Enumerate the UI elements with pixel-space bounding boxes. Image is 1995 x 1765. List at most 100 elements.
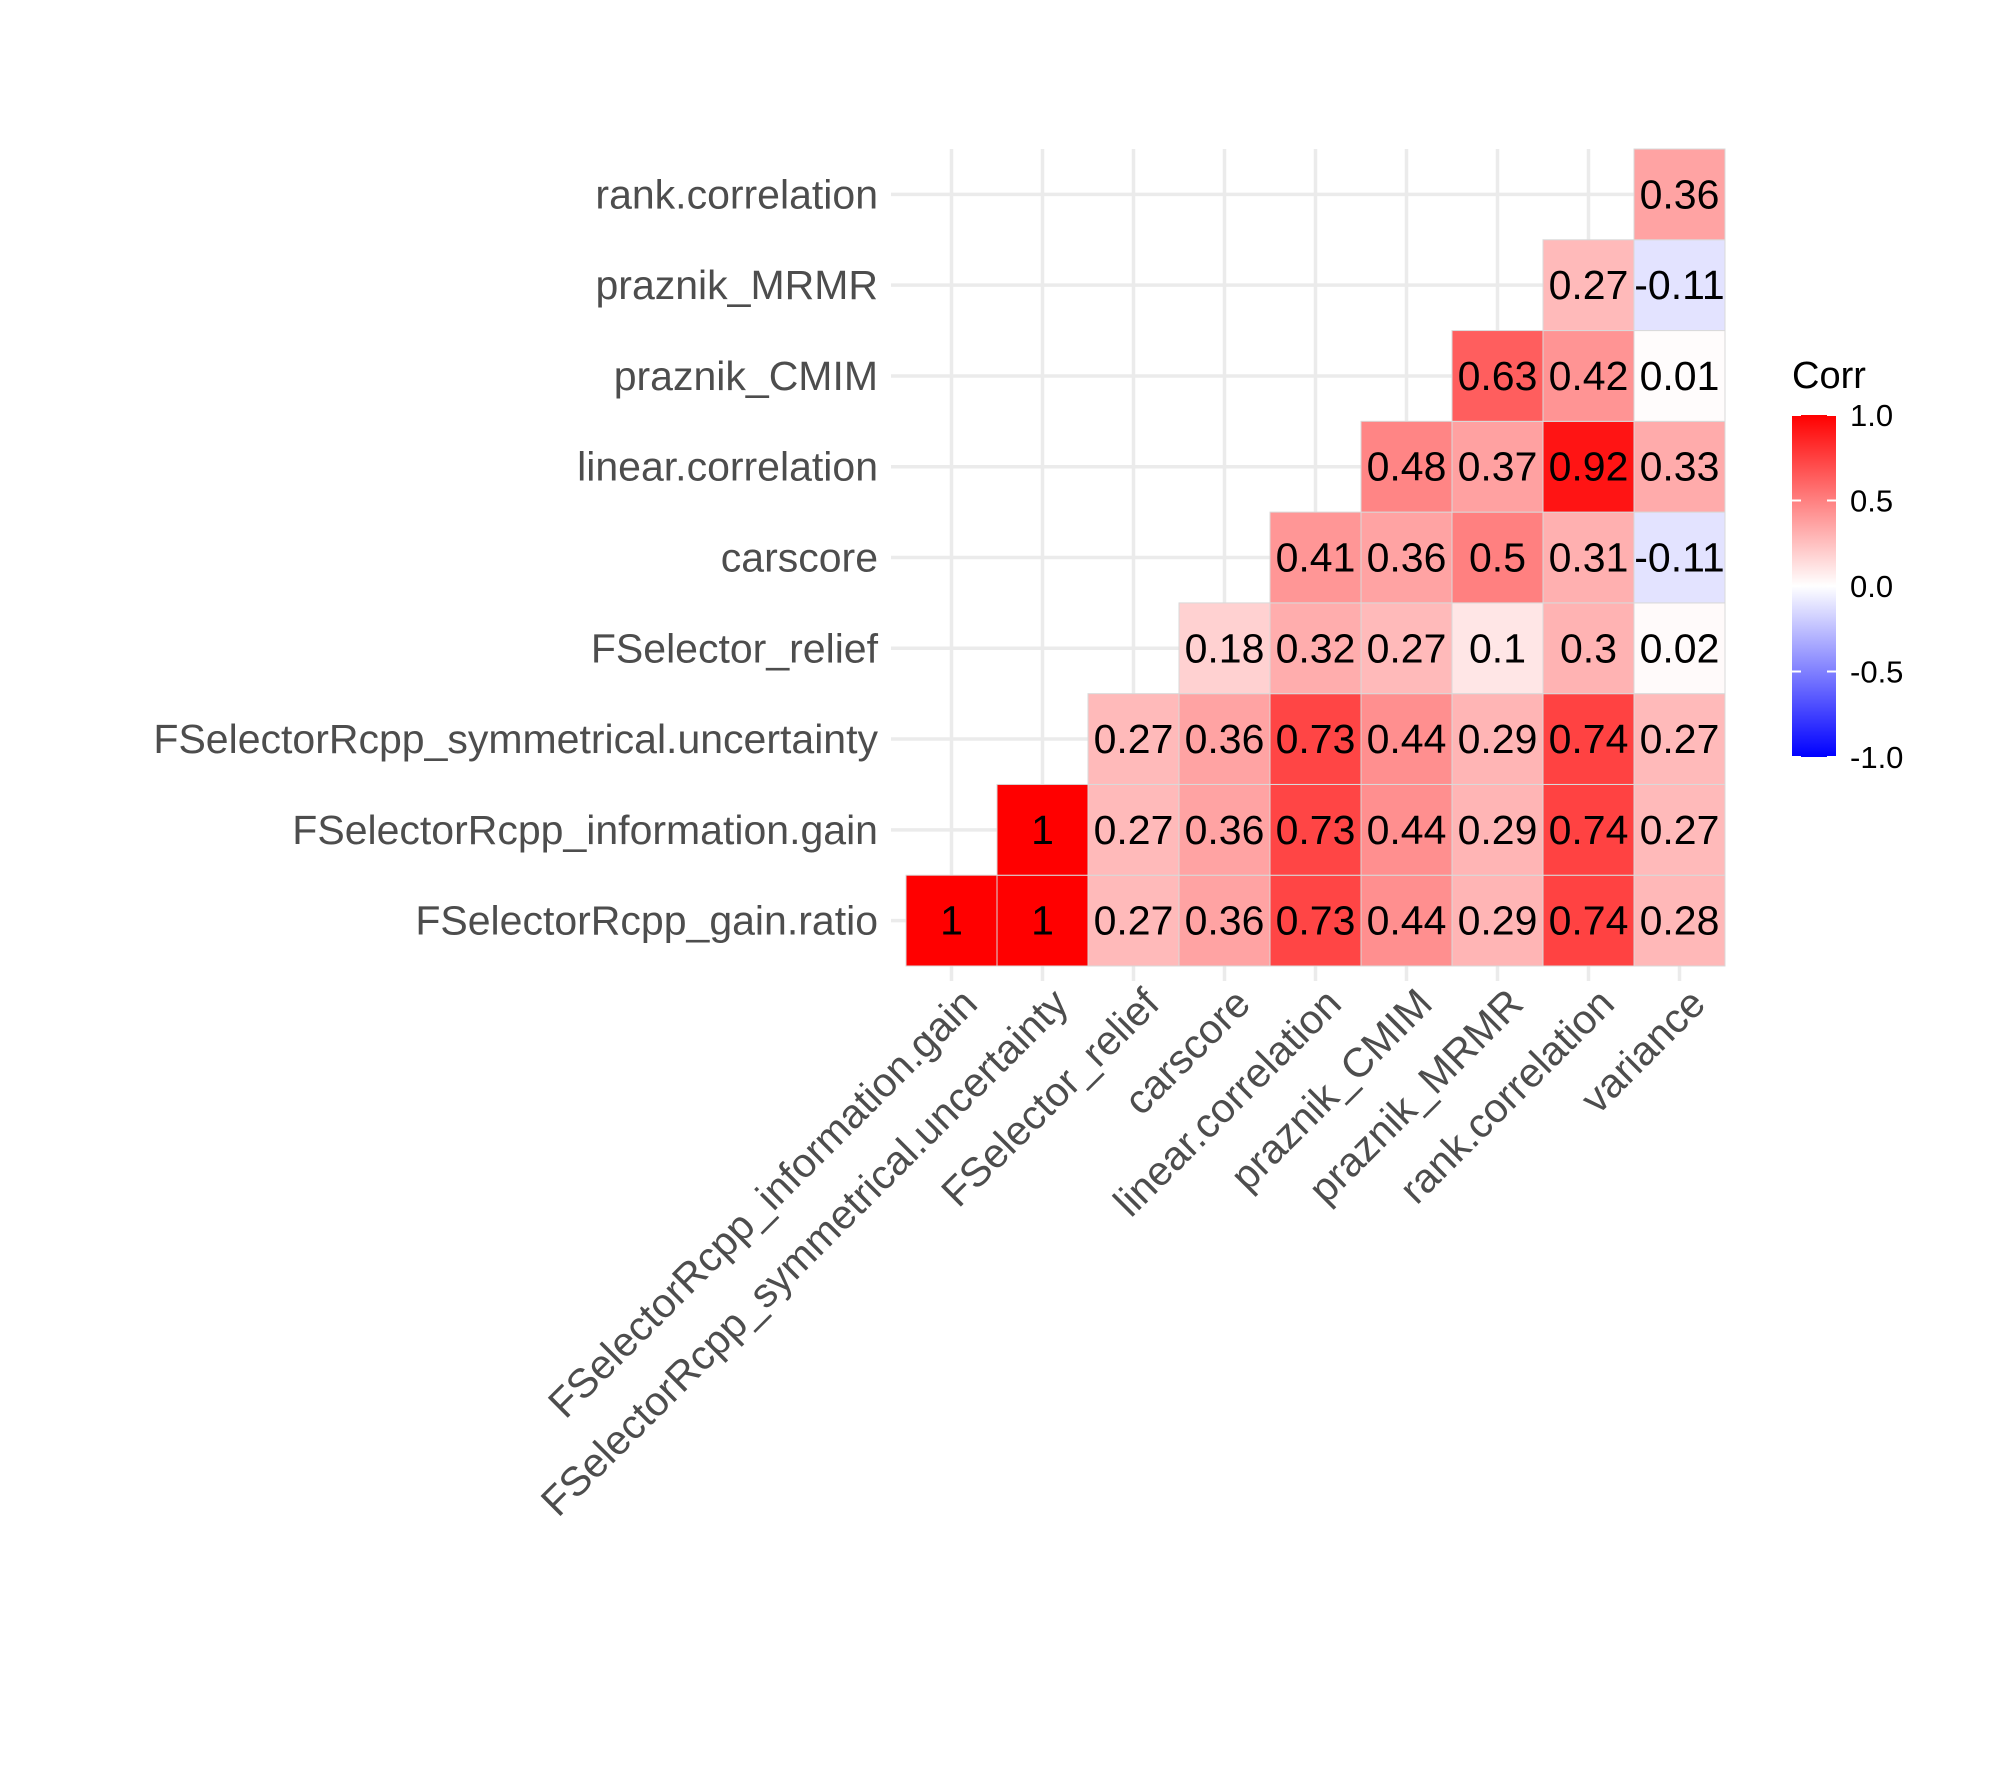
heatmap-cell (1451, 330, 1544, 422)
heatmap-cell (1269, 693, 1362, 785)
legend-tick-label: -0.5 (1850, 655, 1903, 690)
cell-value-label: 0.5 (1469, 535, 1526, 581)
heatmap-cell (996, 783, 1089, 876)
heatmap-cell (1269, 602, 1362, 695)
cell-value-label: 0.74 (1549, 807, 1629, 853)
cell-value-label: 0.36 (1185, 807, 1265, 853)
heatmap-cell (1542, 239, 1635, 332)
cell-value-label: 0.27 (1640, 807, 1720, 853)
heatmap-cell (1451, 874, 1544, 967)
cell-value-label: 0.33 (1640, 444, 1720, 490)
x-tick-label: FSelectorRcpp_symmetrical.uncertainty (532, 979, 1077, 1524)
cell-value-label: 0.01 (1640, 353, 1720, 399)
heatmap-cell (1360, 874, 1453, 967)
y-tick-label: praznik_CMIM (614, 353, 878, 399)
cell-value-label: 0.92 (1549, 444, 1629, 490)
heatmap-cell (1360, 602, 1453, 695)
heatmap-cell (1633, 148, 1726, 241)
heatmap-cell (1360, 420, 1453, 513)
cell-value-label: -0.11 (1634, 262, 1724, 308)
heatmap-cell (1633, 783, 1726, 876)
heatmap-cell (1178, 874, 1271, 967)
cell-value-label: 0.29 (1458, 898, 1538, 944)
cell-value-label: 0.36 (1185, 716, 1265, 762)
heatmap-cell (1451, 693, 1544, 785)
cell-value-label: 0.74 (1549, 716, 1629, 762)
cell-value-label: 0.44 (1367, 807, 1447, 853)
cell-value-label: 0.63 (1458, 353, 1538, 399)
heatmap-cell (1451, 511, 1544, 604)
cell-value-label: 0.42 (1549, 353, 1629, 399)
y-tick-label: rank.correlation (595, 171, 878, 217)
cell-value-label: -0.11 (1634, 535, 1724, 581)
cell-value-label: 0.36 (1367, 535, 1447, 581)
legend-tick-label: 0.5 (1850, 484, 1893, 519)
cell-value-label: 0.74 (1549, 898, 1629, 944)
cell-value-label: 0.36 (1640, 171, 1720, 217)
color-legend: Corr 1.0 0.5 0.0 -0.5 -1.0 (1792, 355, 1903, 775)
cell-value-label: 0.44 (1367, 898, 1447, 944)
heatmap-cell (1542, 783, 1635, 876)
heatmap-cell (1178, 602, 1271, 695)
y-tick-label: FSelectorRcpp_symmetrical.uncertainty (153, 716, 878, 762)
y-tick-label: linear.correlation (577, 444, 878, 490)
heatmap-cell (1087, 693, 1180, 785)
cell-value-label: 0.27 (1094, 716, 1174, 762)
heatmap-cell (1178, 693, 1271, 785)
heatmap-cell (905, 874, 998, 967)
heatmap-cell (1269, 511, 1362, 604)
heatmap-cell (1269, 783, 1362, 876)
cell-value-label: 0.18 (1185, 625, 1265, 671)
cell-value-label: 0.27 (1549, 262, 1629, 308)
heatmap-cell (1542, 602, 1635, 695)
cell-value-label: 0.73 (1276, 716, 1356, 762)
cell-value-label: 0.27 (1094, 807, 1174, 853)
heatmap-cell (1360, 693, 1453, 785)
cell-value-label: 0.29 (1458, 807, 1538, 853)
heatmap-cell (1633, 602, 1726, 695)
heatmap-cell (1178, 783, 1271, 876)
y-tick-label: FSelectorRcpp_information.gain (292, 807, 878, 853)
heatmap-cell (1360, 783, 1453, 876)
heatmap-cell (1360, 511, 1453, 604)
cell-value-label: 0.1 (1469, 625, 1526, 671)
cell-value-label: 0.48 (1367, 444, 1447, 490)
heatmap-cell (1542, 874, 1635, 967)
legend-tick-label: 0.0 (1850, 569, 1893, 604)
y-tick-label: FSelectorRcpp_gain.ratio (415, 898, 878, 944)
cell-value-label: 0.32 (1276, 625, 1356, 671)
cell-value-label: 0.73 (1276, 898, 1356, 944)
legend-tick-label: -1.0 (1850, 740, 1903, 775)
heatmap-cell (1633, 239, 1726, 332)
x-axis-tick-labels: FSelectorRcpp_information.gainFSelectorR… (532, 979, 1714, 1524)
heatmap-cell (1633, 874, 1726, 967)
cell-value-label: 0.37 (1458, 444, 1538, 490)
y-tick-label: praznik_MRMR (596, 262, 879, 308)
cell-value-label: 0.31 (1549, 535, 1629, 581)
cell-value-label: 0.27 (1640, 716, 1720, 762)
heatmap-cell (1633, 693, 1726, 785)
cell-value-label: 0.3 (1560, 625, 1617, 671)
legend-tick-label: 1.0 (1850, 398, 1893, 433)
cell-value-label: 0.36 (1185, 898, 1265, 944)
cell-value-label: 0.27 (1094, 898, 1174, 944)
legend-ticks: 1.0 0.5 0.0 -0.5 -1.0 (1792, 398, 1903, 775)
y-tick-label: FSelector_relief (591, 625, 879, 671)
cell-value-label: 0.27 (1367, 625, 1447, 671)
cell-value-labels: 1 1 0.27 0.36 0.73 0.44 0.29 0.74 0.281 0.27 0.36 0… (940, 171, 1725, 943)
heatmap-cell (1451, 783, 1544, 876)
cell-value-label: 0.44 (1367, 716, 1447, 762)
heatmap-cells (905, 148, 1726, 967)
heatmap-cell (1087, 783, 1180, 876)
cell-value-label: 1 (1031, 807, 1054, 853)
cell-value-label: 1 (1031, 898, 1054, 944)
legend-title: Corr (1792, 355, 1866, 397)
x-tick-label: FSelectorRcpp_information.gain (539, 980, 986, 1427)
cell-value-label: 0.29 (1458, 716, 1538, 762)
heatmap-cell (1542, 693, 1635, 785)
cell-value-label: 0.28 (1640, 898, 1720, 944)
cell-value-label: 0.41 (1276, 535, 1356, 581)
y-axis-tick-labels: FSelectorRcpp_gain.ratio FSelectorRcpp_in… (153, 171, 878, 943)
cell-value-label: 0.02 (1640, 625, 1720, 671)
